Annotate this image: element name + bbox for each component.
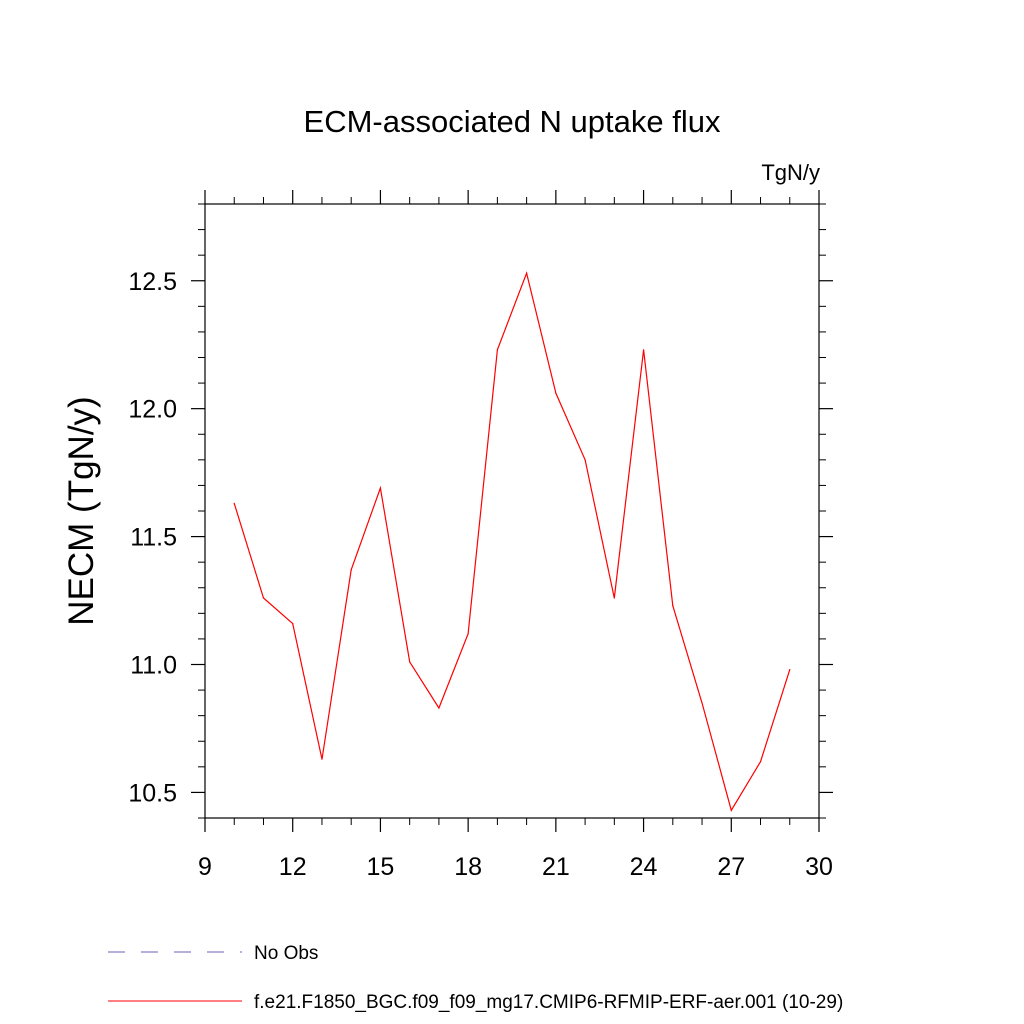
data-point bbox=[701, 702, 703, 704]
x-tick-label: 24 bbox=[630, 853, 658, 881]
units-label: TgN/y bbox=[761, 160, 820, 185]
data-point bbox=[409, 661, 411, 663]
y-tick-label: 12.5 bbox=[128, 268, 177, 296]
axis-tick-labels: 9 12 15 18 21 24 27 30 10.5 11.0 11.5 12.0 12.5 bbox=[128, 268, 833, 881]
data-point bbox=[613, 597, 615, 599]
legend-label: No Obs bbox=[254, 943, 318, 964]
x-tick-label: 15 bbox=[367, 853, 395, 881]
data-point bbox=[672, 605, 674, 607]
y-tick-label: 12.0 bbox=[128, 396, 177, 424]
series-line-0 bbox=[233, 271, 791, 812]
x-tick-label: 27 bbox=[717, 853, 745, 881]
chart-title: ECM-associated N uptake flux bbox=[304, 104, 721, 139]
axis-ticks bbox=[191, 190, 833, 832]
x-tick-label: 12 bbox=[279, 853, 307, 881]
data-point bbox=[555, 392, 557, 394]
data-point bbox=[789, 669, 791, 671]
data-point bbox=[379, 487, 382, 489]
data-point bbox=[350, 569, 352, 571]
x-tick-label: 9 bbox=[198, 853, 212, 881]
data-point bbox=[292, 622, 294, 625]
legend: No Obs f.e21.F1850_BGC.f09_f09_mg17.CMIP6… bbox=[108, 943, 843, 1013]
data-point bbox=[584, 459, 586, 461]
legend-label: f.e21.F1850_BGC.f09_f09_mg17.CMIP6-RFMIP… bbox=[254, 992, 843, 1013]
x-tick-label: 21 bbox=[542, 853, 570, 881]
data-point bbox=[321, 758, 323, 760]
x-tick-label: 18 bbox=[454, 853, 482, 881]
y-tick-label: 10.5 bbox=[128, 779, 177, 807]
y-tick-label: 11.0 bbox=[130, 652, 177, 680]
data-point bbox=[526, 272, 528, 274]
data-point bbox=[262, 597, 265, 599]
y-tick-label: 11.5 bbox=[130, 524, 177, 552]
x-tick-label: 30 bbox=[805, 853, 833, 881]
data-point bbox=[233, 502, 235, 504]
data-point bbox=[642, 349, 645, 351]
y-axis-label: NECM (TgN/y) bbox=[62, 396, 101, 625]
data-point bbox=[438, 707, 440, 709]
data-point bbox=[759, 761, 762, 763]
series-layer bbox=[233, 271, 791, 812]
data-point bbox=[730, 809, 732, 811]
plot-frame bbox=[204, 203, 820, 819]
data-point bbox=[496, 349, 498, 351]
data-point bbox=[467, 633, 469, 635]
